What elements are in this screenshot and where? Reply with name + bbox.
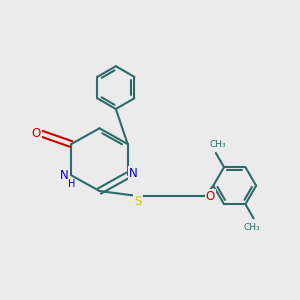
Text: H: H — [68, 179, 75, 189]
Text: O: O — [206, 190, 215, 202]
Text: CH₃: CH₃ — [209, 140, 226, 148]
Text: S: S — [134, 195, 142, 208]
Text: O: O — [32, 127, 41, 140]
Text: N: N — [129, 167, 138, 180]
Text: CH₃: CH₃ — [244, 223, 260, 232]
Text: N: N — [60, 169, 69, 182]
